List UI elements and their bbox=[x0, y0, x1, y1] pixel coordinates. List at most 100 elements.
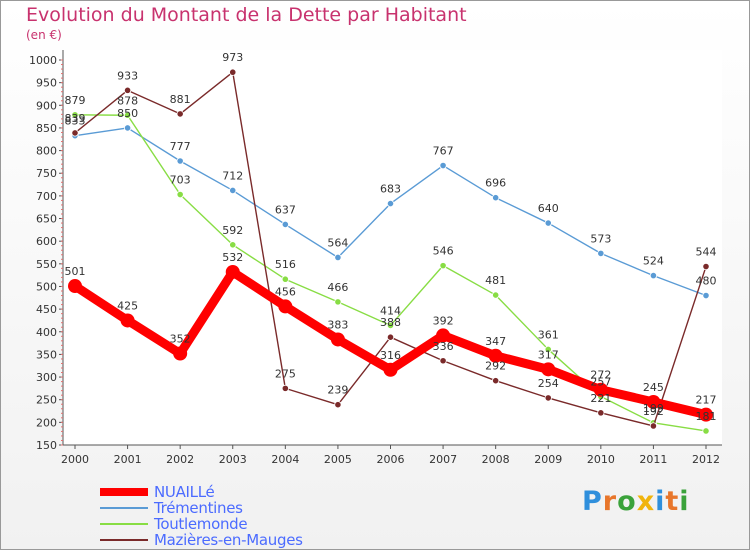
data-label: 316 bbox=[380, 349, 401, 362]
data-label: 352 bbox=[170, 333, 191, 346]
data-label: 361 bbox=[538, 328, 559, 341]
y-tick-label: 950 bbox=[36, 77, 57, 90]
data-point bbox=[699, 407, 713, 422]
data-label: 592 bbox=[222, 224, 243, 237]
data-label: 501 bbox=[65, 265, 86, 278]
data-label: 696 bbox=[485, 177, 506, 190]
x-tick-label: 2004 bbox=[271, 453, 299, 466]
data-label: 933 bbox=[117, 69, 138, 82]
data-label: 564 bbox=[327, 236, 348, 249]
y-tick-label: 900 bbox=[36, 99, 57, 112]
x-tick-label: 2012 bbox=[692, 453, 720, 466]
data-label: 317 bbox=[538, 348, 559, 361]
data-label: 181 bbox=[696, 410, 717, 423]
data-label: 388 bbox=[380, 316, 401, 329]
data-point bbox=[281, 384, 289, 392]
legend-swatch bbox=[100, 523, 148, 525]
data-point bbox=[649, 271, 658, 280]
logo-letter: i bbox=[655, 486, 666, 517]
data-point bbox=[281, 275, 289, 283]
y-tick-label: 350 bbox=[36, 348, 57, 361]
data-label: 767 bbox=[433, 145, 454, 158]
data-label: 221 bbox=[590, 392, 611, 405]
data-point bbox=[176, 110, 184, 118]
data-point bbox=[439, 161, 447, 170]
data-point bbox=[123, 86, 132, 94]
logo-letter: x bbox=[636, 486, 656, 517]
data-label: 637 bbox=[275, 203, 296, 216]
legend-swatch bbox=[100, 507, 148, 509]
data-point bbox=[492, 291, 500, 299]
data-label: 573 bbox=[590, 232, 611, 245]
data-point bbox=[386, 333, 395, 341]
y-tick-label: 750 bbox=[36, 167, 57, 180]
x-tick-label: 2008 bbox=[482, 453, 510, 466]
legend-label: NUAILLé bbox=[154, 483, 215, 501]
data-label: 383 bbox=[327, 318, 348, 331]
data-label: 456 bbox=[275, 285, 296, 298]
data-point bbox=[646, 394, 661, 409]
data-point bbox=[439, 262, 447, 270]
y-tick-label: 650 bbox=[36, 213, 57, 226]
data-point bbox=[702, 427, 710, 435]
x-tick-label: 2007 bbox=[429, 453, 457, 466]
y-tick-label: 550 bbox=[36, 258, 57, 271]
data-label: 272 bbox=[590, 369, 611, 382]
y-tick-label: 250 bbox=[36, 394, 57, 407]
x-tick-label: 2001 bbox=[114, 453, 142, 466]
data-point bbox=[334, 298, 342, 306]
data-label: 275 bbox=[275, 367, 296, 380]
data-point bbox=[120, 313, 135, 328]
data-point bbox=[544, 345, 552, 354]
logo-letter: t bbox=[665, 486, 680, 517]
data-label: 481 bbox=[485, 274, 506, 287]
y-tick-label: 1000 bbox=[29, 54, 57, 67]
data-label: 544 bbox=[696, 246, 717, 259]
data-point bbox=[383, 362, 398, 377]
data-label: 546 bbox=[433, 245, 454, 258]
logo-letter: P bbox=[582, 486, 603, 517]
data-label: 392 bbox=[433, 314, 454, 327]
data-label: 199 bbox=[643, 402, 664, 415]
x-tick-label: 2003 bbox=[219, 453, 247, 466]
data-label: 703 bbox=[170, 174, 191, 187]
legend-swatch bbox=[100, 539, 148, 541]
data-label: 466 bbox=[327, 281, 348, 294]
x-tick-label: 2006 bbox=[377, 453, 405, 466]
legend-label: Trémentines bbox=[154, 499, 243, 517]
data-label: 973 bbox=[222, 51, 243, 64]
data-point bbox=[541, 362, 556, 377]
data-point bbox=[702, 291, 710, 300]
y-tick-label: 850 bbox=[36, 122, 57, 135]
data-label: 881 bbox=[170, 93, 191, 106]
data-label: 217 bbox=[696, 394, 717, 407]
data-label: 683 bbox=[380, 183, 401, 196]
data-label: 414 bbox=[380, 304, 401, 317]
proxiti-logo: Proxiti bbox=[582, 486, 690, 517]
data-point bbox=[593, 382, 608, 397]
data-label: 878 bbox=[117, 94, 138, 107]
y-tick-label: 300 bbox=[36, 371, 57, 384]
y-tick-label: 150 bbox=[36, 439, 57, 452]
x-tick-label: 2000 bbox=[61, 453, 89, 466]
y-tick-label: 400 bbox=[36, 326, 57, 339]
data-point bbox=[597, 409, 605, 417]
data-point bbox=[649, 422, 658, 430]
data-point bbox=[544, 219, 552, 227]
data-point bbox=[439, 357, 447, 365]
legend-swatch bbox=[100, 488, 148, 496]
data-point bbox=[334, 401, 342, 409]
data-point bbox=[386, 199, 395, 208]
data-label: 879 bbox=[65, 94, 86, 107]
data-point bbox=[229, 186, 237, 195]
data-point bbox=[278, 299, 293, 314]
x-tick-label: 2009 bbox=[534, 453, 562, 466]
unit-label: (en €) bbox=[26, 28, 62, 42]
data-label: 839 bbox=[65, 112, 86, 125]
logo-letter: i bbox=[679, 486, 690, 517]
data-label: 640 bbox=[538, 202, 559, 215]
x-tick-label: 2011 bbox=[639, 453, 667, 466]
data-point bbox=[225, 264, 240, 279]
x-tick-label: 2002 bbox=[166, 453, 194, 466]
data-label: 833 bbox=[65, 115, 86, 128]
